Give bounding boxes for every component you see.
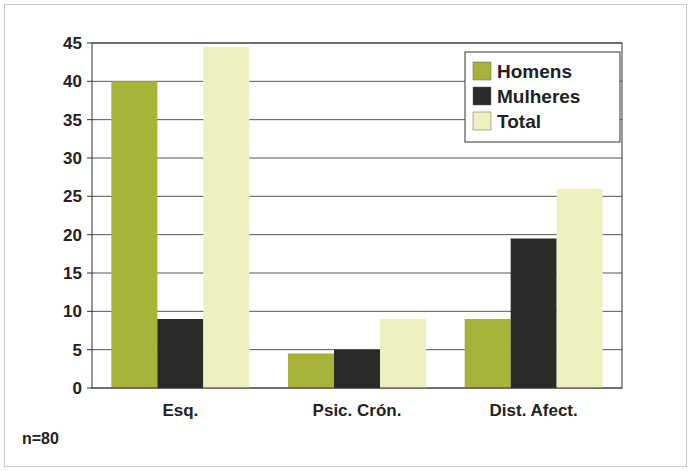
y-tick-label: 20 (63, 226, 82, 245)
grid-line (92, 234, 622, 235)
x-tick-label: Psic. Crón. (313, 401, 402, 420)
plot-frame (92, 43, 622, 388)
y-tick-label: 10 (63, 302, 82, 321)
bar (511, 239, 557, 389)
bar (465, 319, 511, 388)
bar (203, 47, 249, 388)
y-tick-label: 45 (63, 34, 82, 53)
legend-swatch (473, 62, 491, 80)
tick-mark (87, 388, 92, 389)
image-frame (5, 5, 687, 467)
bar (157, 319, 203, 388)
legend-swatch (473, 112, 491, 130)
legend-label: Mulheres (497, 86, 580, 107)
tick-mark (87, 81, 92, 82)
tick-mark (87, 349, 92, 350)
tick-mark (87, 158, 92, 159)
annotation: n=80 (22, 430, 59, 447)
y-tick-label: 35 (63, 111, 82, 130)
bar (557, 189, 603, 388)
y-tick-label: 15 (63, 264, 82, 283)
legend-label: Total (497, 111, 541, 132)
legend-label: Homens (497, 61, 572, 82)
tick-mark (87, 196, 92, 197)
y-tick-label: 25 (63, 187, 82, 206)
tick-mark (87, 273, 92, 274)
bar (334, 350, 380, 388)
legend-swatch (473, 87, 491, 105)
y-tick-label: 40 (63, 72, 82, 91)
bar (380, 319, 426, 388)
legend-box (465, 52, 620, 142)
grid-line (92, 158, 622, 159)
bar (111, 81, 157, 388)
x-tick-label: Esq. (162, 401, 198, 420)
grid-line (92, 196, 622, 197)
y-tick-label: 0 (73, 379, 82, 398)
tick-mark (87, 234, 92, 235)
chart: 0 5 10 15 20 25 30 35 40 45 Esq. Psic. Crón. Dist. A… (0, 0, 691, 471)
y-tick-label: 30 (63, 149, 82, 168)
tick-mark (87, 311, 92, 312)
y-tick-label: 5 (73, 341, 82, 360)
x-tick-label: Dist. Afect. (490, 401, 578, 420)
bars (111, 47, 602, 388)
tick-mark (87, 43, 92, 44)
bar (288, 354, 334, 389)
tick-mark (87, 119, 92, 120)
